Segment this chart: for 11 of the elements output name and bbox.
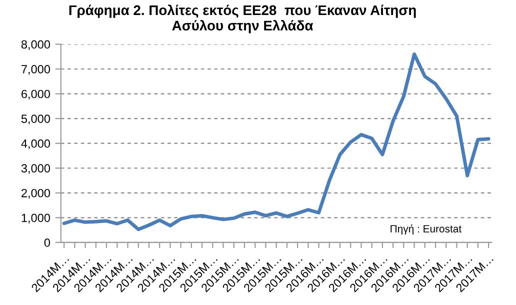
- y-tick-label: 3,000: [21, 164, 50, 174]
- y-tick-label: 1,000: [22, 214, 50, 224]
- chart-title: Γράφημα 2. Πολίτες εκτός ΕΕ28 που Έκαναν Αίτηση Ασύλου στην Ελλάδα: [69, 4, 416, 34]
- annotation: Πηγή : Eurostat: [390, 224, 462, 235]
- y-tick-label: 2,000: [22, 188, 50, 199]
- y-tick-label: 0: [44, 238, 50, 247]
- y-tick-label: 7,000: [22, 65, 50, 75]
- y-tick-label: 6,000: [22, 90, 50, 100]
- y-tick-label: 4,000: [21, 139, 50, 150]
- y-tick-label: 8,000: [21, 40, 50, 50]
- y-tick-label: 5,000: [21, 114, 50, 124]
